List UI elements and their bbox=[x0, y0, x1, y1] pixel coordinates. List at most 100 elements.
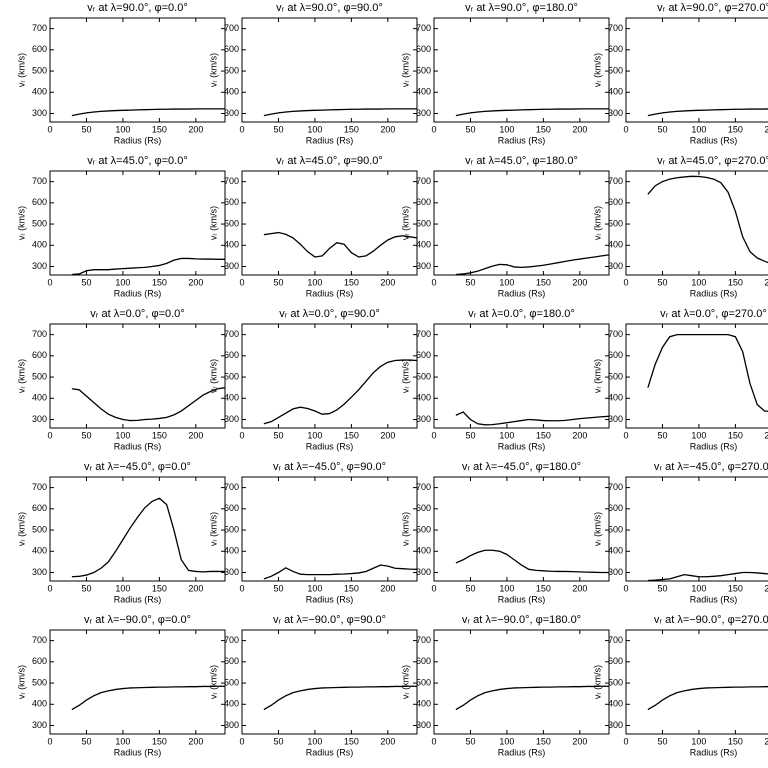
x-tick-label: 100 bbox=[307, 736, 322, 746]
x-tick-label: 100 bbox=[307, 583, 322, 593]
y-tick-label: 700 bbox=[224, 329, 239, 339]
chart-title: vᵣ at λ=−90.0°, φ=270.0° bbox=[654, 614, 768, 626]
x-axis-label: Radius (Rs) bbox=[114, 747, 162, 757]
y-axis-label: vᵣ (km/s) bbox=[16, 359, 26, 393]
panel: vᵣ at λ=0.0°, φ=0.0° 0 50 100 150 200 300 400 50… bbox=[16, 308, 226, 451]
y-tick-label: 300 bbox=[608, 261, 623, 271]
x-axis-label: Radius (Rs) bbox=[114, 135, 162, 145]
y-tick-label: 600 bbox=[416, 656, 431, 666]
x-tick-label: 200 bbox=[764, 277, 768, 287]
x-tick-label: 0 bbox=[239, 277, 244, 287]
y-tick-label: 600 bbox=[224, 656, 239, 666]
x-tick-label: 0 bbox=[623, 736, 628, 746]
x-tick-label: 100 bbox=[499, 430, 514, 440]
chart-title: vᵣ at λ=0.0°, φ=270.0° bbox=[660, 308, 767, 320]
x-tick-label: 100 bbox=[115, 277, 130, 287]
y-tick-label: 500 bbox=[416, 218, 431, 228]
x-tick-label: 150 bbox=[536, 430, 551, 440]
y-axis-label: vᵣ (km/s) bbox=[592, 512, 602, 546]
x-tick-label: 50 bbox=[657, 124, 667, 134]
panel: vᵣ at λ=90.0°, φ=180.0° 0 50 100 150 200 300 40… bbox=[400, 2, 610, 145]
y-tick-label: 700 bbox=[416, 482, 431, 492]
x-tick-label: 100 bbox=[499, 583, 514, 593]
x-tick-label: 100 bbox=[307, 277, 322, 287]
y-tick-label: 400 bbox=[416, 393, 431, 403]
y-tick-label: 400 bbox=[608, 393, 623, 403]
y-tick-label: 400 bbox=[608, 87, 623, 97]
x-tick-label: 50 bbox=[81, 277, 91, 287]
x-tick-label: 50 bbox=[81, 124, 91, 134]
data-line bbox=[647, 571, 768, 582]
plot-frame bbox=[625, 323, 768, 429]
data-line bbox=[455, 254, 610, 276]
x-tick-label: 100 bbox=[499, 277, 514, 287]
y-tick-label: 500 bbox=[224, 65, 239, 75]
plot-frame bbox=[49, 476, 226, 582]
y-tick-label: 400 bbox=[32, 87, 47, 97]
plot-frame bbox=[433, 323, 610, 429]
y-tick-label: 400 bbox=[416, 240, 431, 250]
y-tick-label: 700 bbox=[32, 635, 47, 645]
plot-frame bbox=[433, 476, 610, 582]
y-tick-label: 500 bbox=[608, 677, 623, 687]
y-tick-label: 600 bbox=[224, 197, 239, 207]
y-tick-label: 600 bbox=[608, 197, 623, 207]
y-axis-label: vᵣ (km/s) bbox=[208, 53, 218, 87]
chart-title: vᵣ at λ=45.0°, φ=270.0° bbox=[657, 155, 768, 167]
x-tick-label: 150 bbox=[152, 277, 167, 287]
chart-title: vᵣ at λ=−45.0°, φ=0.0° bbox=[84, 461, 191, 473]
plot-frame bbox=[433, 17, 610, 123]
chart-title: vᵣ at λ=90.0°, φ=270.0° bbox=[657, 2, 768, 14]
y-tick-label: 300 bbox=[416, 720, 431, 730]
panel: vᵣ at λ=0.0°, φ=270.0° 0 50 100 150 200 300 400… bbox=[592, 308, 768, 451]
y-tick-label: 300 bbox=[32, 261, 47, 271]
y-tick-label: 600 bbox=[32, 350, 47, 360]
plot-frame bbox=[49, 629, 226, 735]
y-tick-label: 400 bbox=[32, 546, 47, 556]
x-tick-label: 200 bbox=[380, 736, 395, 746]
x-tick-label: 50 bbox=[657, 277, 667, 287]
x-tick-label: 100 bbox=[115, 124, 130, 134]
x-axis-label: Radius (Rs) bbox=[306, 747, 354, 757]
panel: vᵣ at λ=90.0°, φ=90.0° 0 50 100 150 200 300 400… bbox=[208, 2, 418, 145]
plot-frame bbox=[241, 476, 418, 582]
x-tick-label: 150 bbox=[344, 583, 359, 593]
y-tick-label: 600 bbox=[416, 44, 431, 54]
x-tick-label: 50 bbox=[465, 736, 475, 746]
x-tick-label: 200 bbox=[380, 583, 395, 593]
plot-frame bbox=[49, 17, 226, 123]
x-axis-label: Radius (Rs) bbox=[690, 441, 738, 451]
x-axis-label: Radius (Rs) bbox=[306, 441, 354, 451]
data-line bbox=[263, 685, 417, 711]
chart-title: vᵣ at λ=90.0°, φ=0.0° bbox=[87, 2, 188, 14]
y-tick-label: 300 bbox=[32, 108, 47, 118]
y-tick-label: 700 bbox=[608, 23, 623, 33]
x-axis-label: Radius (Rs) bbox=[498, 135, 546, 145]
y-tick-label: 400 bbox=[416, 87, 431, 97]
y-tick-label: 300 bbox=[224, 108, 239, 118]
panel: vᵣ at λ=−45.0°, φ=0.0° 0 50 100 150 200 300 400… bbox=[16, 461, 226, 604]
y-tick-label: 500 bbox=[608, 65, 623, 75]
x-tick-label: 200 bbox=[764, 736, 768, 746]
y-tick-label: 600 bbox=[224, 503, 239, 513]
data-line bbox=[647, 108, 768, 117]
data-line bbox=[263, 108, 417, 117]
y-tick-label: 400 bbox=[224, 87, 239, 97]
plot-frame bbox=[49, 170, 226, 276]
x-tick-label: 200 bbox=[764, 430, 768, 440]
y-tick-label: 700 bbox=[416, 635, 431, 645]
x-tick-label: 200 bbox=[188, 124, 203, 134]
x-tick-label: 150 bbox=[344, 736, 359, 746]
y-tick-label: 700 bbox=[32, 482, 47, 492]
x-tick-label: 50 bbox=[81, 736, 91, 746]
panel: vᵣ at λ=0.0°, φ=90.0° 0 50 100 150 200 300 400 5… bbox=[208, 308, 418, 451]
x-tick-label: 0 bbox=[47, 736, 52, 746]
x-axis-label: Radius (Rs) bbox=[306, 594, 354, 604]
plot-frame bbox=[433, 170, 610, 276]
y-tick-label: 700 bbox=[416, 23, 431, 33]
x-axis-label: Radius (Rs) bbox=[114, 441, 162, 451]
plot-frame bbox=[241, 323, 418, 429]
x-tick-label: 0 bbox=[239, 736, 244, 746]
plot-frame bbox=[241, 629, 418, 735]
data-line bbox=[263, 359, 418, 425]
